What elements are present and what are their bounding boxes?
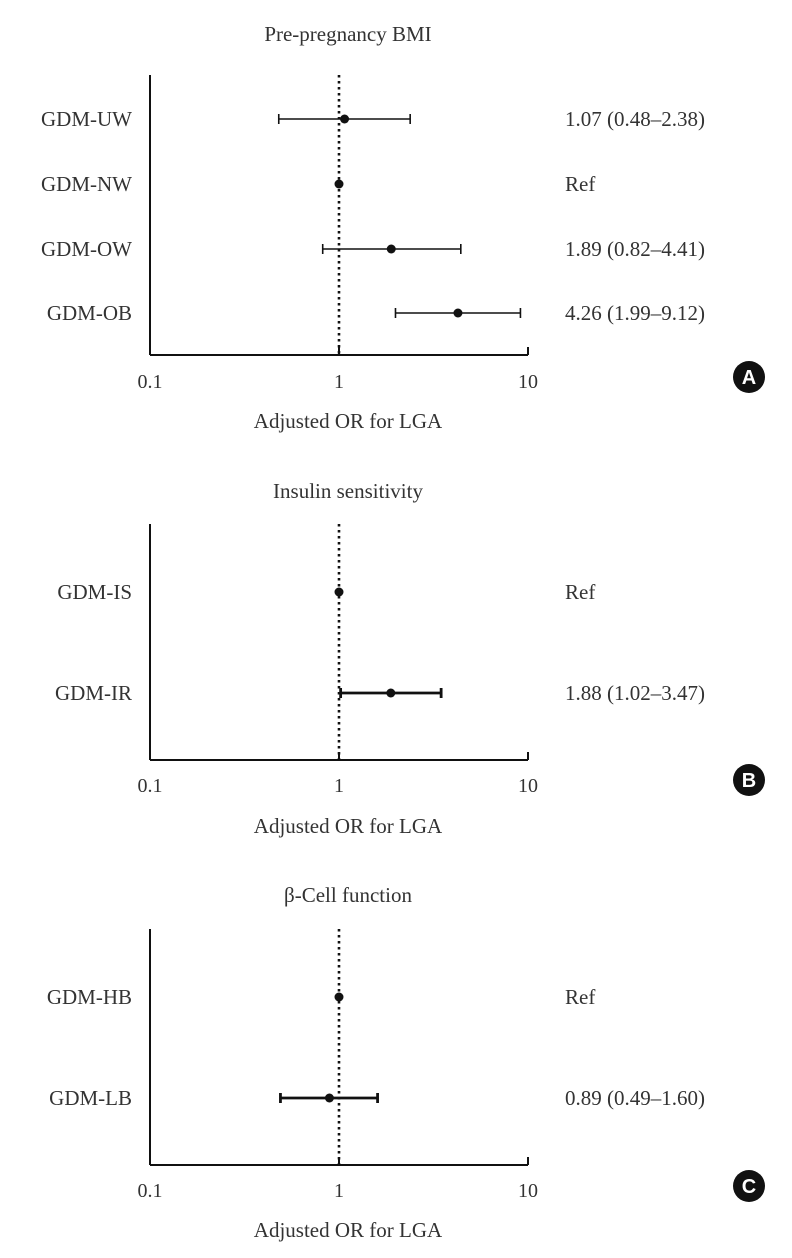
x-axis-label: Adjusted OR for LGA xyxy=(254,409,443,433)
x-tick-label: 10 xyxy=(518,775,538,797)
panel-badge-label: A xyxy=(742,367,756,389)
or-ci-text: 0.89 (0.49–1.60) xyxy=(565,1086,705,1110)
forest-panel-b: Insulin sensitivity 0.1 1 10 GDM-IS Ref GDM-IR… xyxy=(55,479,765,838)
row-label: GDM-IS xyxy=(57,580,132,604)
x-tick-label: 0.1 xyxy=(138,775,163,797)
panel-title: Insulin sensitivity xyxy=(273,479,423,503)
row-label: GDM-NW xyxy=(41,172,132,196)
point-estimate xyxy=(340,114,350,124)
panel-badge-label: B xyxy=(742,770,756,792)
panel-title: β-Cell function xyxy=(284,883,412,907)
x-tick-label: 1 xyxy=(334,371,344,393)
panel-badge xyxy=(733,764,765,796)
row-label: GDM-OW xyxy=(41,237,132,261)
x-tick-label: 1 xyxy=(334,1180,344,1202)
row-label: GDM-UW xyxy=(41,107,132,131)
point-estimate xyxy=(453,308,463,318)
point-estimate xyxy=(334,587,344,597)
x-tick-label: 10 xyxy=(518,371,538,393)
or-ci-text: 4.26 (1.99–9.12) xyxy=(565,301,705,325)
panel-badge xyxy=(733,361,765,393)
row-label: GDM-OB xyxy=(47,301,132,325)
point-estimate xyxy=(324,1093,334,1103)
or-ci-text: 1.88 (1.02–3.47) xyxy=(565,681,705,705)
row-label: GDM-IR xyxy=(55,681,132,705)
x-tick-label: 0.1 xyxy=(138,371,163,393)
point-estimate xyxy=(386,688,396,698)
or-ci-text: Ref xyxy=(565,580,595,604)
x-tick-label: 0.1 xyxy=(138,1180,163,1202)
x-axis-label: Adjusted OR for LGA xyxy=(254,814,443,838)
x-axis-label: Adjusted OR for LGA xyxy=(254,1218,443,1242)
point-estimate xyxy=(334,179,344,189)
panel-badge-label: C xyxy=(742,1176,756,1198)
point-estimate xyxy=(386,244,396,254)
forest-panel-c: β-Cell function 0.1 1 10 GDM-HB Ref GDM-LB 0.89… xyxy=(47,883,765,1242)
panel-badge xyxy=(733,1170,765,1202)
x-tick-label: 10 xyxy=(518,1180,538,1202)
or-ci-text: Ref xyxy=(565,172,595,196)
row-label: GDM-LB xyxy=(49,1086,132,1110)
or-ci-text: 1.89 (0.82–4.41) xyxy=(565,237,705,261)
row-label: GDM-HB xyxy=(47,985,132,1009)
point-estimate xyxy=(334,992,344,1002)
or-ci-text: Ref xyxy=(565,985,595,1009)
forest-panel-a: Pre-pregnancy BMI 0.1 1 10 GDM-UW 1.07 (0.48–… xyxy=(41,22,765,433)
x-tick-label: 1 xyxy=(334,775,344,797)
panel-title: Pre-pregnancy BMI xyxy=(264,22,431,46)
or-ci-text: 1.07 (0.48–2.38) xyxy=(565,107,705,131)
